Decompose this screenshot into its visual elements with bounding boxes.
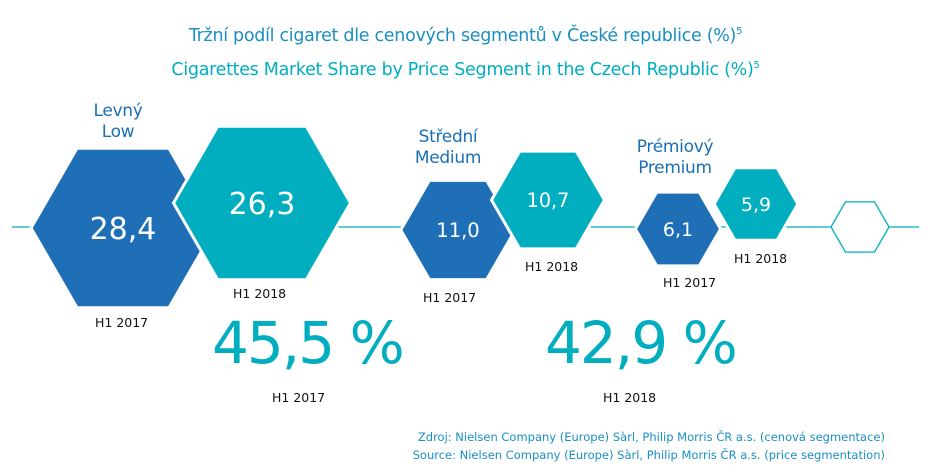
segment-label-en: Low xyxy=(101,122,135,142)
decorative-hexagon-outline xyxy=(830,201,890,253)
segment-label-cz: Levný xyxy=(93,101,143,121)
title-czech-text: Tržní podíl cigaret dle cenových segment… xyxy=(188,26,737,46)
hexagon-premium-2017 xyxy=(633,190,723,268)
title-english-text: Cigarettes Market Share by Price Segment… xyxy=(171,60,754,80)
chart-title-czech: Tržní podíl cigaret dle cenových segment… xyxy=(0,26,931,46)
period-label-low-2018: H1 2018 xyxy=(233,286,287,301)
source-note-cz: Zdroj: Nielsen Company (Europe) Sàrl, Ph… xyxy=(417,430,885,444)
period-label-premium-2017: H1 2017 xyxy=(663,275,717,290)
segment-label-medium: Střední Medium xyxy=(403,127,493,169)
title-footnote-ref: 5 xyxy=(736,26,743,37)
hexagon-medium-2018 xyxy=(489,149,607,251)
total-period-2018: H1 2018 xyxy=(603,390,657,405)
source-note-en: Source: Nielsen Company (Europe) Sàrl, P… xyxy=(412,448,885,462)
segment-label-cz: Prémiový xyxy=(636,137,714,157)
total-share-2018: 42,9 % xyxy=(545,309,738,377)
period-label-medium-2017: H1 2017 xyxy=(423,290,477,305)
value-label-medium-2018: 10,7 xyxy=(527,189,570,212)
chart-title-english: Cigarettes Market Share by Price Segment… xyxy=(0,60,931,80)
value-label-low-2017: 28,4 xyxy=(90,212,157,247)
total-share-2017: 45,5 % xyxy=(212,309,405,377)
period-label-premium-2018: H1 2018 xyxy=(734,251,788,266)
period-label-medium-2018: H1 2018 xyxy=(525,259,579,274)
segment-label-premium: Prémiový Premium xyxy=(625,137,725,179)
segment-label-en: Medium xyxy=(414,148,482,168)
hexagon-low-2018 xyxy=(171,124,353,282)
hexagon-premium-2018 xyxy=(712,166,800,242)
total-period-2017: H1 2017 xyxy=(272,390,326,405)
value-label-premium-2018: 5,9 xyxy=(741,194,771,216)
period-label-low-2017: H1 2017 xyxy=(95,315,149,330)
title-footnote-ref: 5 xyxy=(753,60,760,71)
value-label-low-2018: 26,3 xyxy=(229,187,296,222)
segment-label-low: Levný Low xyxy=(78,101,158,143)
value-label-premium-2017: 6,1 xyxy=(663,219,693,241)
segment-label-cz: Střední xyxy=(418,127,478,147)
segment-label-en: Premium xyxy=(638,158,712,178)
value-label-medium-2017: 11,0 xyxy=(436,219,479,242)
